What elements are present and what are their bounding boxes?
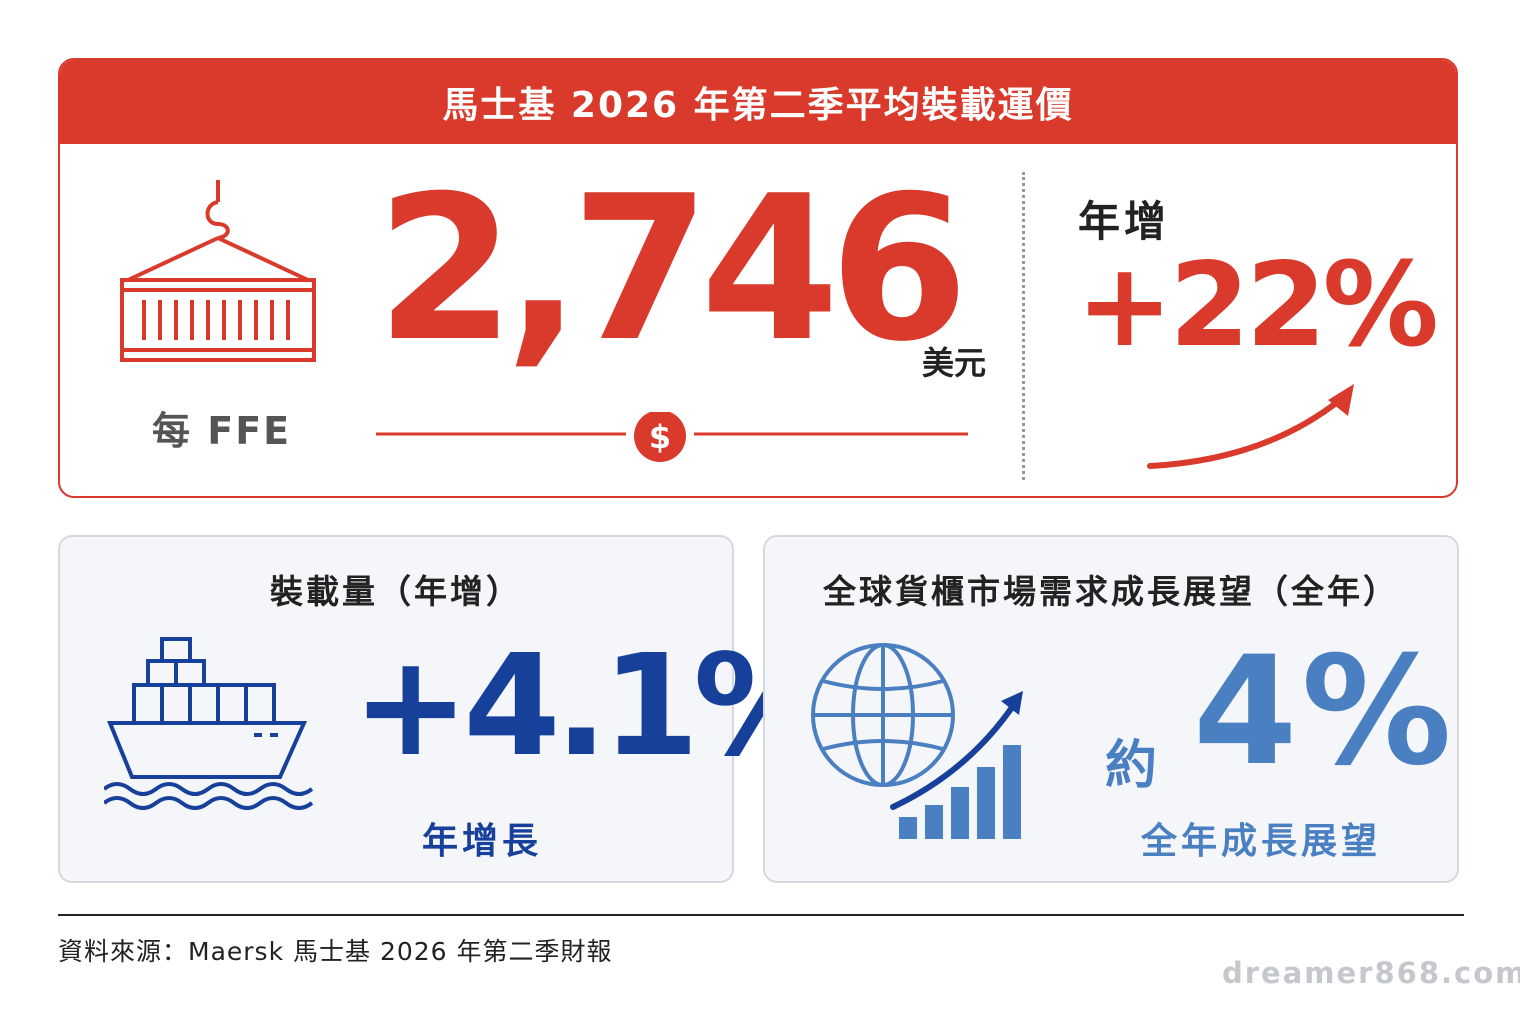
volume-subtitle: 年增長 (422, 821, 543, 862)
dollar-symbol: $ (649, 418, 671, 456)
per-ffe-label: 每 FFE (152, 409, 292, 453)
hanging-container-icon (120, 180, 316, 362)
freight-rate-card: 馬士基 2026 年第二季平均裝載運價 每 FFE 2,746 美元 $ 年增 … (58, 58, 1458, 498)
bar-growth-icon (899, 745, 1021, 839)
source-note: 資料來源：Maersk 馬士基 2026 年第二季財報 (58, 937, 613, 966)
yoy-label: 年增 (1078, 197, 1171, 246)
dollar-coin-icon: $ (376, 412, 968, 462)
trend-up-arrow-icon (1147, 384, 1354, 469)
globe-icon (811, 643, 1023, 839)
volume-card-title: 裝載量（年增） (270, 572, 522, 611)
volume-card: 裝載量（年增） +4.1% 年增長 (58, 535, 834, 883)
demand-card: 全球貨櫃市場需求成長展望（全年） 約 4% 全年成長展望 (763, 535, 1459, 883)
demand-card-title: 全球貨櫃市場需求成長展望（全年） (823, 572, 1399, 611)
currency-label: 美元 (922, 344, 987, 382)
footer-rule (58, 914, 1464, 916)
demand-value: 4% (1193, 625, 1456, 799)
volume-value: +4.1% (352, 625, 834, 788)
container-ship-icon (104, 637, 314, 810)
watermark: dreamer868.com (1222, 956, 1520, 990)
card-title: 馬士基 2026 年第二季平均裝載運價 (60, 60, 1456, 144)
approx-label: 約 (1105, 736, 1158, 796)
price-value: 2,746 (376, 153, 969, 386)
yoy-value: +22% (1076, 238, 1439, 373)
vertical-divider (1022, 172, 1025, 480)
demand-subtitle: 全年成長展望 (1141, 821, 1382, 862)
